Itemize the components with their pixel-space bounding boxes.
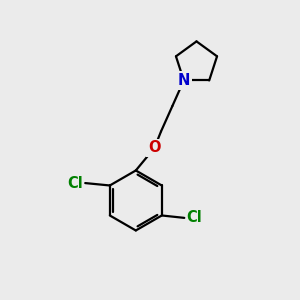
Text: Cl: Cl — [187, 210, 202, 225]
Text: N: N — [178, 73, 190, 88]
Text: Cl: Cl — [67, 176, 83, 190]
Text: O: O — [148, 140, 161, 155]
